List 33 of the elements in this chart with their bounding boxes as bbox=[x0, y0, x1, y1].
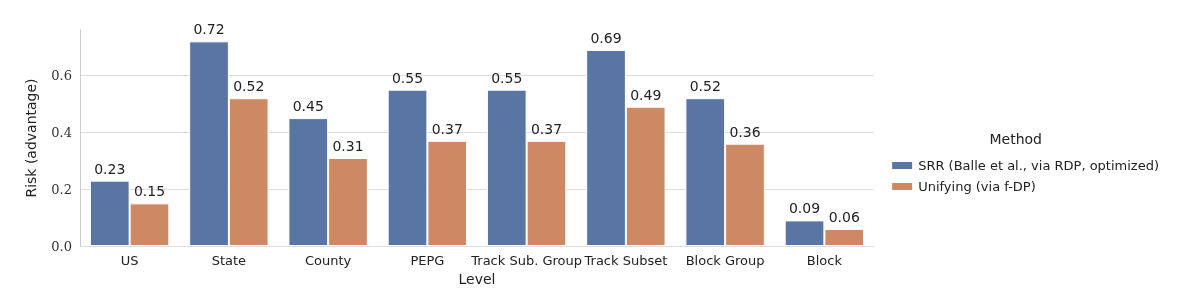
legend-label: Unifying (via f-DP) bbox=[918, 179, 1036, 194]
data-label: 0.55 bbox=[391, 69, 424, 86]
data-label: 0.69 bbox=[590, 29, 622, 46]
y-tick-label: 0.6 bbox=[51, 67, 72, 83]
data-label: 0.23 bbox=[94, 160, 126, 177]
y-axis-title: Risk (advantage) bbox=[23, 78, 39, 198]
data-label: 0.49 bbox=[630, 86, 662, 103]
data-label: 0.72 bbox=[193, 21, 225, 38]
legend-label: SRR (Balle et al., via RDP, optimized) bbox=[918, 158, 1160, 173]
data-label: 0.36 bbox=[729, 123, 761, 140]
legend-title: Method bbox=[989, 131, 1043, 147]
y-tick-label: 0.4 bbox=[51, 124, 72, 140]
data-label: 0.37 bbox=[530, 120, 563, 137]
data-label: 0.55 bbox=[491, 69, 523, 86]
x-tick-label: Track Sub. Group bbox=[470, 253, 582, 268]
data-label: 0.37 bbox=[431, 120, 463, 137]
data-label: 0.52 bbox=[689, 78, 721, 95]
data-label: 0.52 bbox=[233, 78, 265, 95]
data-label: 0.15 bbox=[133, 183, 166, 200]
x-tick-label: County bbox=[304, 253, 352, 268]
data-label: 0.31 bbox=[332, 137, 364, 154]
data-label: 0.09 bbox=[788, 200, 821, 217]
x-tick-label: Block Group bbox=[685, 253, 765, 268]
x-tick-label: PEPG bbox=[410, 253, 445, 268]
x-tick-label: Track Subset bbox=[583, 253, 668, 268]
x-tick-label: Block bbox=[806, 253, 843, 268]
y-tick-label: 0.0 bbox=[51, 238, 72, 254]
y-tick-label: 0.2 bbox=[51, 181, 72, 197]
x-tick-label: US bbox=[120, 253, 139, 268]
data-label: 0.45 bbox=[292, 98, 324, 115]
x-axis-title: Level bbox=[458, 270, 496, 287]
data-label: 0.06 bbox=[828, 208, 860, 225]
x-tick-label: State bbox=[211, 253, 247, 268]
